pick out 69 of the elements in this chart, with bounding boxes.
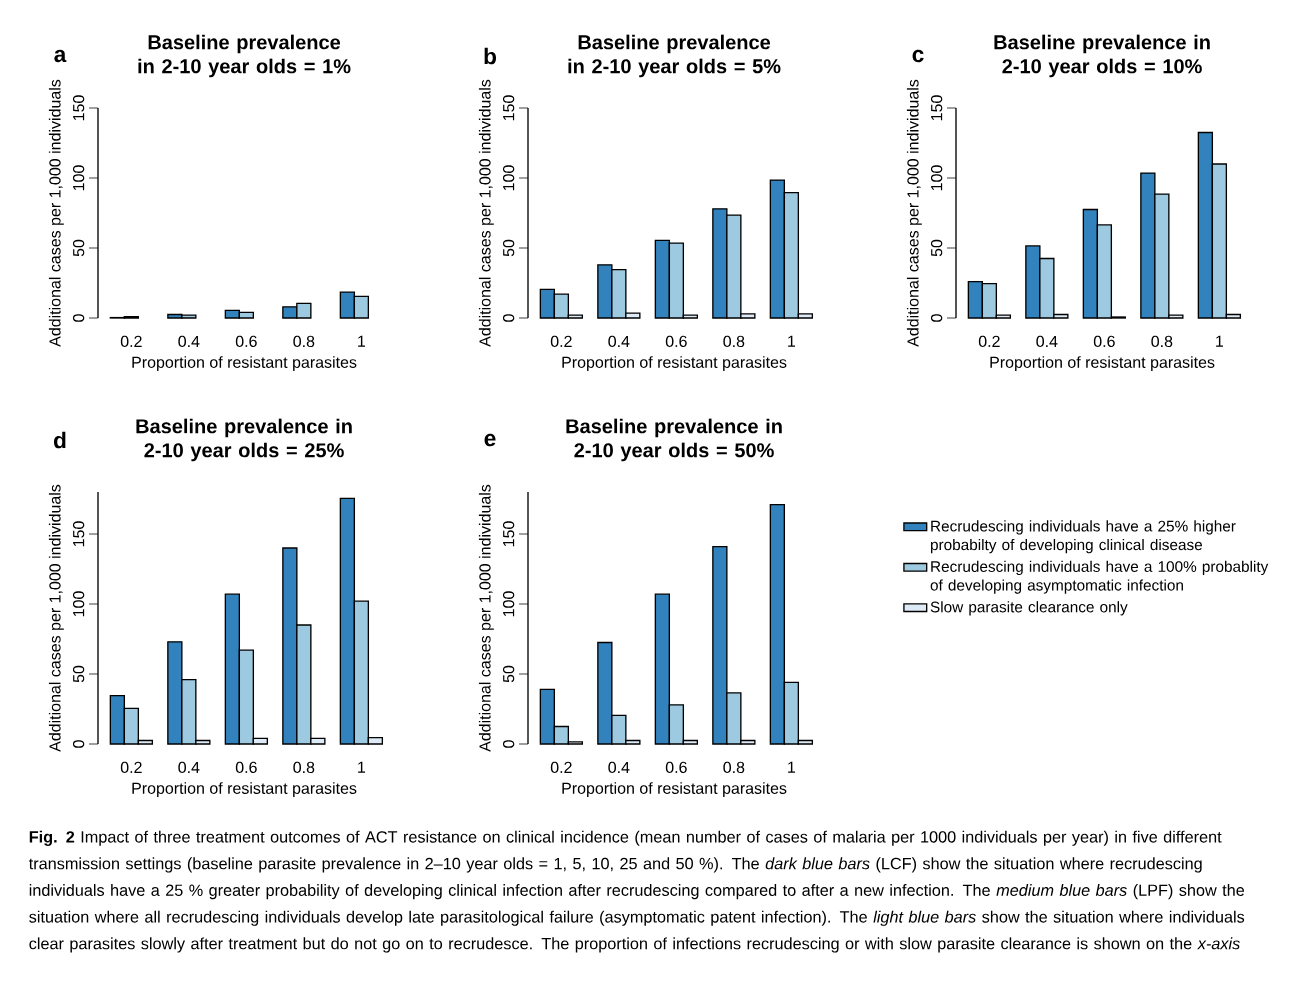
- y-tick-label: 0: [930, 314, 943, 322]
- text: d: [54, 431, 66, 449]
- x-axis-title: Proportion of resistant parasites: [562, 356, 787, 372]
- y-axis-title: Additional cases per 1,000 individuals: [478, 79, 494, 347]
- x-tick-label: 0.4: [178, 761, 200, 774]
- legend-label: Recrudescing individuals have a 100% probablity of developing asymptomatic infection: [930, 560, 1269, 594]
- x-tick-label: 0.8: [723, 335, 745, 348]
- y-tick-label: 100: [930, 165, 943, 191]
- x-tick-label: 1: [1216, 335, 1224, 347]
- y-tick-label: 50: [930, 239, 943, 257]
- x-tick-label: 0.6: [1093, 335, 1115, 348]
- chart-title: Baseline prevalence in 2-10 year olds = 25%: [136, 418, 352, 462]
- x-tick-label: 0.4: [178, 335, 200, 348]
- x-tick-label: 0.6: [665, 761, 687, 774]
- x-tick-label: 0.8: [1151, 335, 1173, 348]
- y-axis-title: Additional cases per 1,000 individuals: [48, 79, 64, 347]
- x-tick-label: 0.8: [293, 761, 315, 774]
- text: a: [54, 49, 67, 63]
- y-tick-label: 150: [72, 521, 85, 547]
- x-tick-label: 0.8: [293, 335, 315, 348]
- y-tick-label: 100: [502, 591, 515, 617]
- y-tick-label: 150: [72, 95, 85, 121]
- y-tick-label: 50: [72, 665, 85, 683]
- x-tick-label: 0.6: [665, 335, 687, 348]
- x-tick-label: 0.2: [120, 761, 142, 774]
- x-axis-title: Proportion of resistant parasites: [132, 782, 357, 798]
- x-tick-label: 0.4: [608, 335, 630, 348]
- legend-label: Slow parasite clearance only: [930, 601, 1128, 616]
- chart-title: Baseline prevalence in 2-10 year olds = 50%: [566, 418, 782, 462]
- y-tick-label: 0: [72, 740, 85, 748]
- text: b: [484, 47, 496, 65]
- x-axis-title: Proportion of resistant parasites: [990, 356, 1215, 372]
- y-axis-title: Additional cases per 1,000 individuals: [478, 484, 494, 752]
- x-tick-label: 0.2: [978, 335, 1000, 348]
- x-tick-label: 0.4: [608, 761, 630, 774]
- y-tick-label: 150: [502, 95, 515, 121]
- x-tick-label: 0.6: [235, 761, 257, 774]
- x-tick-label: 0.2: [550, 761, 572, 774]
- x-tick-label: 0.2: [550, 335, 572, 348]
- x-tick-label: 1: [358, 335, 366, 347]
- x-axis-title: Proportion of resistant parasites: [132, 356, 357, 372]
- x-tick-label: 1: [788, 761, 796, 773]
- y-tick-label: 150: [502, 521, 515, 547]
- text: e: [484, 433, 496, 447]
- x-tick-label: 0.4: [1036, 335, 1058, 348]
- x-tick-label: 0.6: [235, 335, 257, 348]
- x-tick-label: 1: [788, 335, 796, 347]
- chart-title: Baseline prevalence in 2-10 year olds = 10%: [994, 34, 1210, 78]
- x-tick-label: 1: [358, 761, 366, 773]
- y-tick-label: 0: [502, 314, 515, 322]
- text: Fig. 2 Impact of three treatment outcomes of ACT resistance on clinical incidence (mean number of cases of malaria per 1000 individuals per year) in five different transmission settings (baseline parasite prevalence in 2–10 year olds = 1, 5, 10, 25 and 50 %). The dark blue bars (LCF) show the situation where recrudescing individuals have a 25 % greater probability of developing clinical infection after recrudescing compared to after a new infection. The medium blue bars (LPF) show the situation where all recrudescing individuals develop late parasitological failure (asymptomatic patent infection). The light blue bars show the situation where individuals clear parasites slowly after treatment but do not go on to recrudesce. The proportion of infections recrudescing or with slow parasite clearance is shown on the x-axis: [28, 830, 1245, 953]
- x-axis-title: Proportion of resistant parasites: [562, 782, 787, 798]
- y-tick-label: 50: [502, 239, 515, 257]
- y-tick-label: 0: [502, 740, 515, 748]
- y-axis-title: Additional cases per 1,000 individuals: [906, 79, 922, 347]
- y-tick-label: 100: [72, 165, 85, 191]
- y-tick-label: 50: [72, 239, 85, 257]
- chart-title: Baseline prevalence in 2-10 year olds = 5%: [568, 34, 781, 78]
- y-tick-label: 150: [930, 95, 943, 121]
- x-tick-label: 0.8: [723, 761, 745, 774]
- y-tick-label: 100: [502, 165, 515, 191]
- x-tick-label: 0.2: [120, 335, 142, 348]
- chart-title: Baseline prevalence in 2-10 year olds = 1%: [138, 34, 351, 78]
- y-axis-title: Additional cases per 1,000 individuals: [48, 484, 64, 752]
- y-tick-label: 100: [72, 591, 85, 617]
- text: c: [912, 49, 924, 63]
- y-tick-label: 50: [502, 665, 515, 683]
- legend-label: Recrudescing individuals have a 25% higher probabilty of developing clinical disease: [931, 520, 1236, 554]
- y-tick-label: 0: [72, 314, 85, 322]
